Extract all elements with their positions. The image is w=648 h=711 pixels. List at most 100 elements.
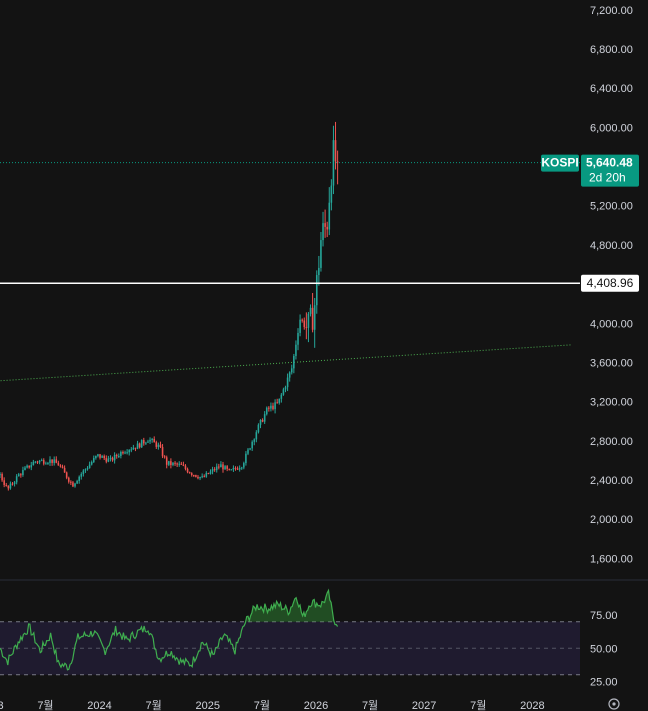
candle (138, 442, 141, 449)
last-price-tag[interactable]: KOSPI 5,640.48 2d 20h (541, 154, 639, 187)
candle (186, 467, 189, 474)
candle (215, 463, 218, 473)
candle-body (145, 442, 147, 444)
candle-body (220, 464, 222, 468)
rsi-overbought-fill (246, 590, 334, 622)
candle-body (138, 443, 141, 448)
candle (132, 444, 135, 450)
candle (70, 480, 72, 486)
price-tick-label: 3,200.00 (590, 397, 633, 409)
candle (336, 150, 339, 185)
time-axis[interactable]: 2023 7월 2024 7월 2025 7월 2026 7월 2027 7월 2028 (0, 699, 545, 711)
candle (309, 304, 312, 317)
candle-body (299, 319, 301, 333)
price-axis[interactable]: 7,200.00 6,800.00 6,400.00 6,000.00 5,200.00… (590, 5, 633, 566)
candle-body (328, 202, 331, 230)
candle (65, 471, 68, 480)
candle-body (153, 439, 156, 443)
candle (232, 465, 235, 472)
settings-icon[interactable] (608, 698, 620, 710)
candle (228, 468, 231, 471)
horizontal-line-price-tag[interactable]: 4,408.96 (581, 274, 639, 292)
candle-body (259, 419, 262, 425)
candle (99, 453, 101, 460)
candle-body (322, 223, 324, 241)
candle (101, 454, 103, 459)
candle-body (53, 459, 55, 463)
candle-body (332, 140, 335, 186)
candle-body (136, 443, 139, 449)
candle (49, 456, 51, 466)
price-tick-label: 2,800.00 (590, 436, 633, 448)
candle-body (157, 444, 160, 447)
candle-body (205, 473, 208, 477)
candle-body (7, 485, 10, 489)
candle (203, 474, 206, 478)
candle-body (236, 468, 239, 470)
candle-body (293, 355, 295, 369)
candle (149, 437, 151, 445)
candle (188, 471, 191, 474)
candle-body (288, 372, 291, 378)
candle (328, 187, 331, 236)
candle-body (74, 483, 76, 487)
candle-body (30, 465, 33, 468)
rsi-overbought-area (246, 590, 334, 622)
candle-body (238, 468, 241, 470)
candle-body (132, 447, 135, 450)
candle-body (111, 457, 114, 461)
candle-body (282, 389, 285, 395)
candle-body (113, 454, 116, 461)
candle-body (61, 466, 64, 468)
candle (97, 453, 99, 458)
candle (45, 461, 47, 465)
candle (274, 399, 276, 414)
candle (259, 419, 262, 429)
candle-body (38, 460, 41, 463)
time-tick-label: 7월 (470, 699, 486, 711)
rsi-pane[interactable] (0, 588, 580, 676)
candle (288, 371, 291, 382)
price-tick-label: 5,200.00 (590, 201, 633, 213)
candle (226, 465, 228, 472)
candle-body (82, 470, 85, 474)
candle (90, 460, 93, 466)
candle (0, 472, 1, 479)
candle (17, 472, 20, 477)
price-tick-label: 6,400.00 (590, 83, 633, 95)
candle (224, 465, 226, 470)
candle (142, 437, 145, 446)
candle (40, 458, 43, 462)
candle-body (5, 484, 8, 486)
candle (276, 398, 278, 404)
candle (236, 466, 239, 471)
candle-body (42, 460, 45, 464)
candle (303, 317, 306, 330)
candle (205, 471, 208, 478)
candle (176, 462, 178, 468)
candle-body (97, 454, 99, 456)
candle-body (34, 461, 37, 463)
trend-line[interactable] (0, 344, 572, 382)
candle-body (272, 405, 274, 410)
candle (55, 456, 58, 464)
candle-body (313, 305, 316, 330)
candle (105, 455, 108, 464)
rsi-axis[interactable]: 75.00 50.00 25.00 (590, 610, 618, 688)
candle (238, 465, 241, 472)
candle-body (78, 476, 80, 481)
candle-body (276, 402, 278, 404)
candle-body (142, 440, 145, 444)
candle (32, 459, 35, 466)
candle-body (80, 473, 83, 477)
candle (178, 461, 181, 467)
candle (59, 464, 62, 468)
candle-body (188, 472, 191, 474)
price-pane[interactable] (0, 121, 580, 491)
candle (22, 466, 24, 477)
candle (30, 461, 33, 471)
candle-body (240, 467, 243, 469)
candle-body (301, 319, 303, 321)
candle-body (297, 332, 299, 345)
